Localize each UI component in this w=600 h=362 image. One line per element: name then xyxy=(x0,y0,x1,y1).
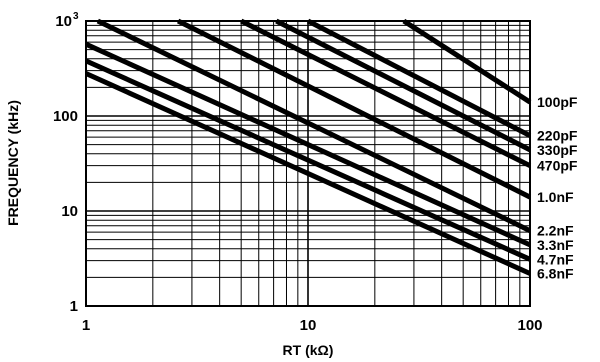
y-tick-label: 1 xyxy=(70,298,78,315)
series-line xyxy=(84,71,532,276)
series-label: 330pF xyxy=(537,142,578,158)
y-axis-title: FREQUENCY (kHz) xyxy=(5,100,21,226)
series-label: 2.2nF xyxy=(537,223,574,239)
series-label: 3.3nF xyxy=(537,237,574,253)
series-label: 6.8nF xyxy=(537,266,574,282)
y-tick-label: 10 xyxy=(55,13,72,30)
series-line xyxy=(240,18,532,168)
series-label: 470pF xyxy=(537,158,578,174)
series-line xyxy=(306,18,532,138)
series-line xyxy=(84,41,532,248)
series-line xyxy=(84,58,532,262)
y-tick-label: 100 xyxy=(53,108,78,125)
x-tick-label: 1 xyxy=(82,317,90,334)
series-label: 220pF xyxy=(537,128,578,144)
series-line xyxy=(96,18,532,233)
series-lines xyxy=(84,18,532,276)
y-tick-label: 10 xyxy=(61,203,78,220)
y-tick-exponent: 3 xyxy=(73,11,79,22)
x-tick-label: 100 xyxy=(517,317,542,334)
plot-frame xyxy=(85,20,531,307)
x-tick-label: 10 xyxy=(300,317,317,334)
series-label: 100pF xyxy=(537,94,578,110)
series-line xyxy=(176,18,532,200)
x-axis-title: RT (kΩ) xyxy=(283,342,334,358)
series-line xyxy=(402,18,532,105)
series-label: 1.0nF xyxy=(537,189,574,205)
series-line xyxy=(275,18,532,153)
series-label: 4.7nF xyxy=(537,251,574,267)
